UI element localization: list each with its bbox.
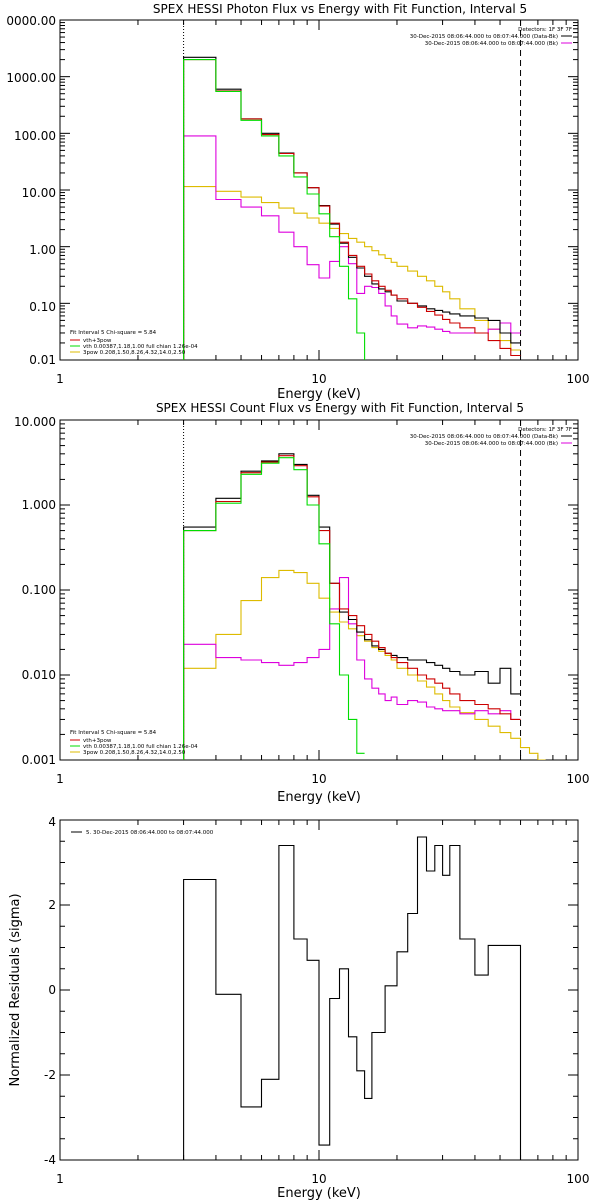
series-vth-line	[183, 59, 366, 360]
x-tick-label-100: 100	[567, 1172, 590, 1186]
x-axis-label: Energy (keV)	[277, 387, 361, 402]
y-tick-label: 0.010	[22, 668, 56, 682]
series-data-line	[183, 56, 521, 360]
residuals-chart: 1 10 100 -4 -2 0 2 4 Energy (keV) Normal…	[8, 815, 589, 1200]
series-layer	[183, 420, 546, 760]
legend-entry-vth: vth 0.00387,1.18,1.00 full chian 1.26e-0…	[83, 744, 198, 750]
y-tick-label: -2	[44, 1068, 56, 1082]
x-tick-label-1: 1	[56, 372, 64, 386]
y-tick-label: 0.01	[29, 353, 56, 367]
y-tick-label: 10.000	[14, 415, 56, 429]
y-tick-label: 2	[48, 898, 56, 912]
y-tick-label: 1.000	[22, 498, 56, 512]
y-tick-label: 4	[48, 815, 56, 829]
y-tick-label: 0.10	[29, 300, 56, 314]
chart-title: SPEX HESSI Count Flux vs Energy with Fit…	[156, 401, 524, 415]
legend-entry-pow: 3pow 0.208,1.50,8.26,4.32,14.0,2.50	[83, 750, 186, 756]
y-tick-label: 1.00	[29, 243, 56, 257]
x-tick-label-10: 10	[311, 372, 326, 386]
y-tick-label: 10.00	[22, 186, 56, 200]
series-total-line	[183, 455, 521, 760]
x-axis	[59, 820, 579, 1160]
y-axis	[60, 19, 578, 361]
x-tick-label-100: 100	[567, 772, 590, 786]
legend-entry-pow: 3pow 0.208,1.50,8.26,4.32,14.0,2.50	[83, 350, 186, 356]
time-label-bk: 30-Dec-2015 08:06:44.000 to 08:07:44.000…	[425, 41, 558, 47]
detectors-label: Detectors: 1F 3F 7F	[518, 27, 572, 33]
legend-entry-vth: vth 0.00387,1.18,1.00 full chian 1.26e-0…	[83, 344, 198, 350]
series-layer	[183, 20, 522, 360]
x-tick-label-10: 10	[311, 1172, 326, 1186]
chart-title: SPEX HESSI Photon Flux vs Energy with Fi…	[153, 2, 527, 16]
series-layer	[183, 836, 522, 1160]
x-tick-label-10: 10	[311, 772, 326, 786]
series-bk-line	[183, 135, 521, 360]
y-axis-label: Normalized Residuals (sigma)	[8, 893, 23, 1086]
series-total-line	[183, 59, 521, 360]
series-residuals-line	[183, 836, 522, 1160]
x-axis-label: Energy (keV)	[277, 790, 361, 805]
time-label-data: 30-Dec-2015 08:06:44.000 to 08:07:44.000…	[410, 434, 558, 440]
x-axis-label: Energy (keV)	[277, 1186, 361, 1200]
y-tick-label: 100.00	[14, 129, 56, 143]
y-axis	[60, 419, 578, 761]
y-tick-label: 0.001	[22, 753, 56, 767]
x-tick-label-100: 100	[567, 372, 590, 386]
photon-flux-chart: SPEX HESSI Photon Flux vs Energy with Fi…	[6, 2, 589, 402]
y-tick-label: 0	[48, 983, 56, 997]
y-tick-label: 1000.00	[6, 71, 56, 85]
series-vth-line	[183, 457, 365, 760]
series-pow-line	[183, 186, 521, 360]
fit-info: Fit Interval 5 Chi-square = 5.84	[70, 730, 157, 736]
y-tick-label: 0.100	[22, 583, 56, 597]
count-flux-chart: SPEX HESSI Count Flux vs Energy with Fit…	[14, 401, 589, 805]
legend-entry-total: vth+3pow	[83, 338, 112, 344]
fit-info: Fit Interval 5 Chi-square = 5.84	[70, 330, 157, 336]
time-label-bk: 30-Dec-2015 08:06:44.000 to 08:07:44.000…	[425, 441, 558, 447]
y-tick-label: -4	[44, 1153, 56, 1167]
x-tick-label-1: 1	[56, 1172, 64, 1186]
x-tick-label-1: 1	[56, 772, 64, 786]
legend-entry-residuals: 5. 30-Dec-2015 08:06:44.000 to 08:07:44.…	[86, 830, 214, 836]
y-tick-label: 0000.00	[6, 14, 56, 28]
time-label-data: 30-Dec-2015 08:06:44.000 to 08:07:44.000…	[410, 34, 558, 40]
detectors-label: Detectors: 1F 3F 7F	[518, 427, 572, 433]
series-bk-line	[183, 577, 521, 760]
y-axis	[60, 819, 578, 1161]
legend-entry-total: vth+3pow	[83, 738, 112, 744]
